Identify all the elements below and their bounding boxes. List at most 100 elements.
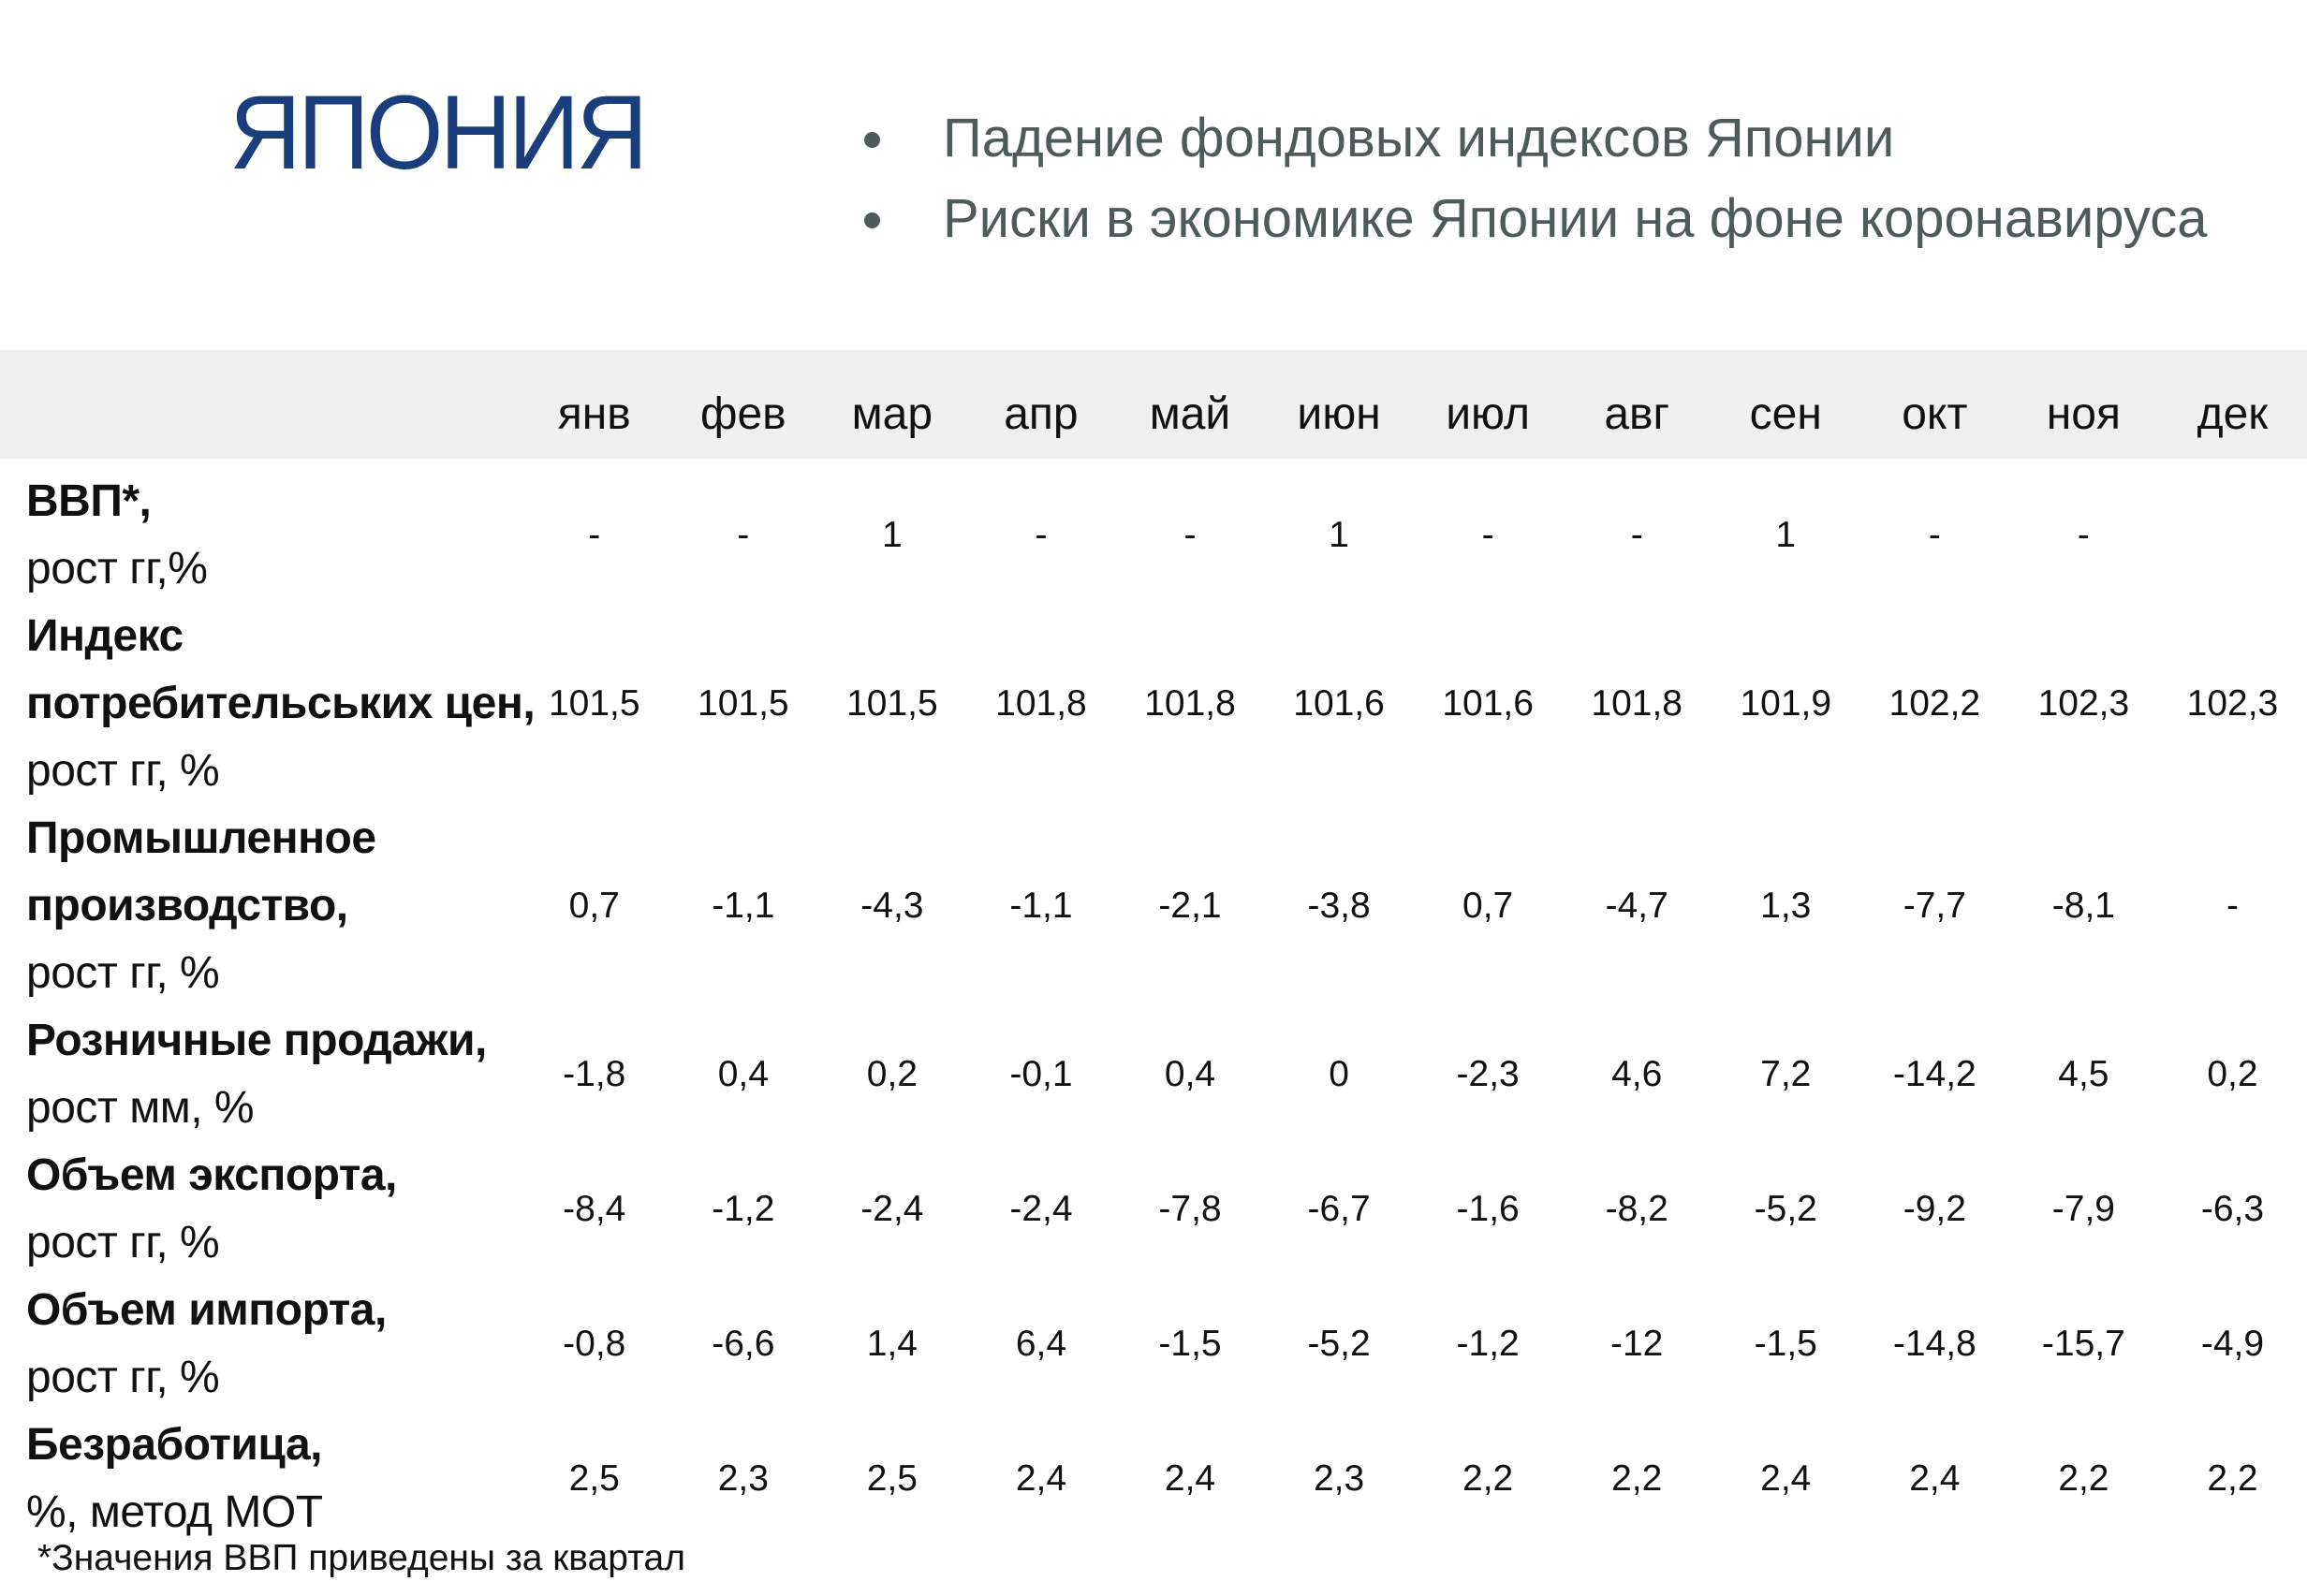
row-label-title: Розничные продажи, (26, 1016, 487, 1065)
header-month-8: сен (1749, 388, 1822, 439)
table-cell: -1,2 (1456, 1324, 1520, 1364)
table-cell: 101,5 (846, 683, 938, 724)
table-cell: - (2077, 515, 2090, 555)
table-row-cpi: Индекс потребительських цен, рост гг, % 101… (0, 603, 2307, 805)
table-cell: 101,8 (1144, 683, 1236, 724)
table-cell: 0,4 (1164, 1054, 1216, 1094)
row-label-title: производство, (26, 881, 348, 930)
table-cell: - (1183, 515, 1197, 555)
table-cell: 101,8 (995, 683, 1087, 724)
table-cell: -15,7 (2041, 1324, 2125, 1364)
header-month-7: авг (1604, 388, 1670, 439)
table-cell: -7,8 (1158, 1189, 1222, 1229)
header-month-1: фев (699, 388, 786, 439)
table-cell: -0,8 (563, 1324, 626, 1364)
table-cell: 101,9 (1740, 683, 1832, 724)
table-cell: 0,4 (717, 1054, 769, 1094)
table-cell: 2,4 (1015, 1458, 1067, 1499)
bullet-list: Падение фондовых индексов Японии Риски в… (847, 98, 2208, 259)
table-cell: 101,6 (1293, 683, 1385, 724)
table-cell: 1 (1775, 515, 1797, 555)
table-cell: 7,2 (1760, 1054, 1812, 1094)
bullet-item: Риски в экономике Японии на фоне коронав… (847, 179, 2208, 259)
header-month-0: янв (557, 388, 631, 439)
table-cell: - (1928, 515, 1941, 555)
row-label-unit: рост гг,% (26, 544, 208, 593)
row-label-title: Объем экспорта, (26, 1150, 397, 1200)
table-row-imports: Объем импорта, рост гг, % -0,8 -6,6 1,4 6,4 -1… (0, 1277, 2307, 1412)
row-label-unit: %, метод МОТ (26, 1487, 323, 1537)
table-cell: -2,1 (1158, 886, 1222, 926)
table-cell: 2,2 (1611, 1458, 1663, 1499)
table-cell: 102,2 (1888, 683, 1981, 724)
table-cell: -1,5 (1158, 1324, 1222, 1364)
table-cell: 2,2 (2058, 1458, 2109, 1499)
table-cell: -6,3 (2200, 1189, 2265, 1229)
table-cell: 0,7 (1462, 886, 1514, 926)
row-label-title: потребительських цен, (26, 679, 536, 728)
table-cell: -4,3 (860, 886, 924, 926)
bullet-text: Падение фондовых индексов Японии (943, 108, 1895, 168)
row-label-title: Индекс (26, 611, 184, 661)
bullet-text: Риски в экономике Японии на фоне коронав… (943, 188, 2208, 249)
row-label-title: ВВП*, (26, 476, 152, 526)
row-label: Розничные продажи, рост мм, % (0, 1007, 520, 1142)
table-cell: - (1035, 515, 1048, 555)
table-cell: -4,7 (1605, 886, 1668, 926)
row-label-unit: рост гг, % (26, 746, 220, 796)
table-cell: 0 (1329, 1054, 1349, 1094)
table-header-band (0, 350, 2307, 459)
table-cell: -6,6 (712, 1324, 775, 1364)
table-cell: -4,9 (2200, 1324, 2265, 1364)
table-cell: - (737, 515, 750, 555)
table-cell: 2,3 (717, 1458, 769, 1499)
table-cell: -1,1 (1009, 886, 1073, 926)
table-cell: 2,5 (866, 1458, 918, 1499)
table-cell: 2,4 (1909, 1458, 1961, 1499)
bullet-item: Падение фондовых индексов Японии (847, 98, 2208, 179)
table-cell: 1 (882, 515, 903, 555)
header-month-6: июл (1446, 388, 1530, 439)
row-label-title: Объем импорта, (26, 1285, 387, 1335)
table-cell (2158, 468, 2307, 603)
header-month-4: май (1149, 388, 1231, 439)
table-cell: 2,5 (568, 1458, 620, 1499)
table-cell: 2,4 (1164, 1458, 1216, 1499)
table-header-row: янв фев мар апр май июн июл авг сен окт ноя дек (0, 350, 2307, 468)
table-cell: -1,1 (712, 886, 775, 926)
table-cell: 1,3 (1760, 886, 1812, 926)
table-cell: -6,7 (1307, 1189, 1371, 1229)
table-cell: 0,7 (568, 886, 620, 926)
table-cell: -1,5 (1754, 1324, 1817, 1364)
table-cell: -7,7 (1903, 886, 1966, 926)
table-cell: 4,6 (1611, 1054, 1663, 1094)
table-cell: 101,5 (698, 683, 789, 724)
table-body: ВВП*, рост гг,% - - 1 - - 1 - - 1 - - Индекс потребите… (0, 468, 2307, 1546)
header-month-2: мар (851, 388, 933, 439)
table-cell: -0,1 (1009, 1054, 1073, 1094)
row-label-unit: рост гг, % (26, 1353, 220, 1402)
header-label-cell (0, 350, 520, 468)
table-cell: - (2226, 886, 2239, 926)
table-cell: - (588, 515, 601, 555)
table-cell: 102,3 (2186, 683, 2279, 724)
table-row-gdp: ВВП*, рост гг,% - - 1 - - 1 - - 1 - - (0, 468, 2307, 603)
row-label-unit: рост мм, % (26, 1083, 255, 1133)
table-cell: -5,2 (1754, 1189, 1817, 1229)
row-label: Безработица, %, метод МОТ (0, 1412, 520, 1546)
table-cell: - (1481, 515, 1494, 555)
row-label-title: Безработица, (26, 1420, 322, 1470)
table-cell: -2,4 (1009, 1189, 1073, 1229)
table-cell: -9,2 (1903, 1189, 1966, 1229)
table-cell: 2,2 (1462, 1458, 1514, 1499)
table-cell: 2,2 (2207, 1458, 2258, 1499)
table-cell: -8,1 (2051, 886, 2115, 926)
table-cell: - (1630, 515, 1643, 555)
table-cell: -1,8 (563, 1054, 626, 1094)
table-cell: 2,3 (1313, 1458, 1365, 1499)
header-month-11: дек (2197, 388, 2269, 439)
table-cell: 1,4 (866, 1324, 918, 1364)
table-cell: 0,2 (2207, 1054, 2258, 1094)
table-cell: 101,5 (548, 683, 640, 724)
table-cell: -3,8 (1307, 886, 1371, 926)
